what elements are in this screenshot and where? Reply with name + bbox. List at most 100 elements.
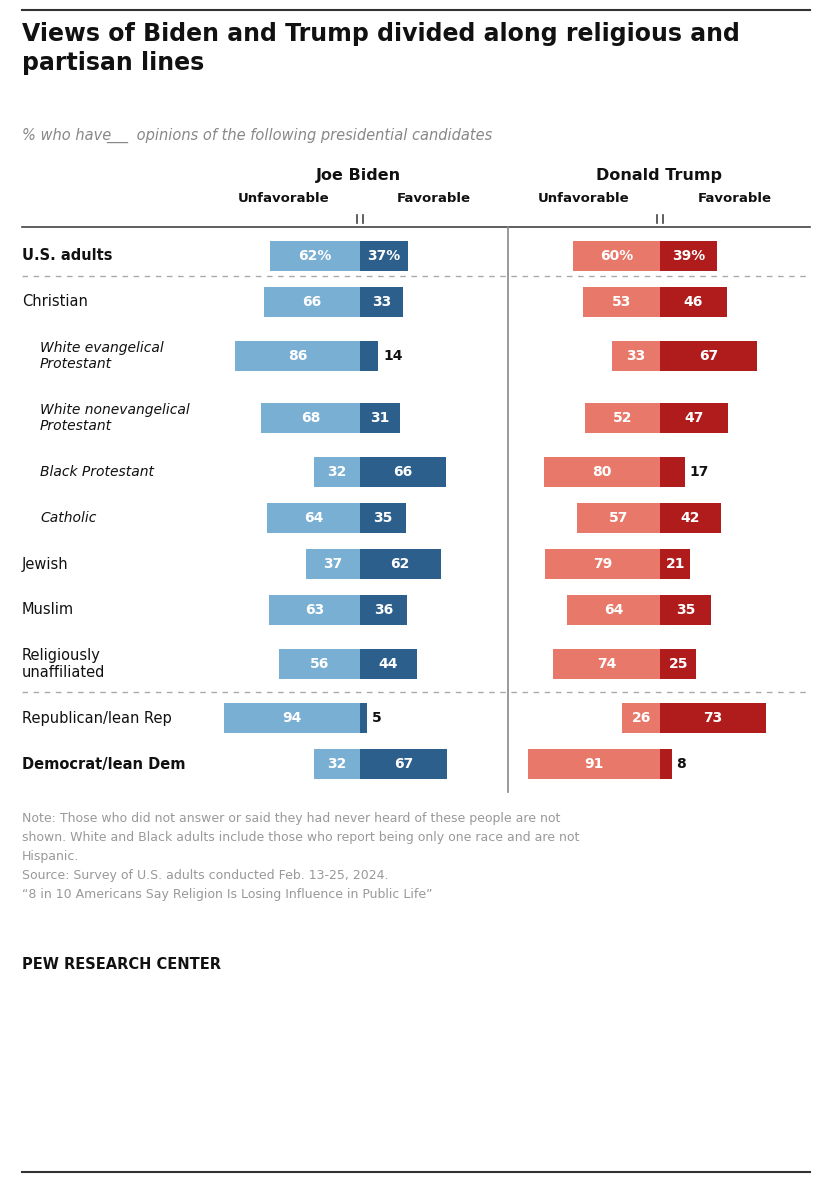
Text: 66: 66 xyxy=(393,465,412,479)
Text: opinions of the following presidential candidates: opinions of the following presidential c… xyxy=(132,128,492,143)
Bar xyxy=(307,548,360,579)
Text: 79: 79 xyxy=(593,557,612,571)
Text: 17: 17 xyxy=(690,465,709,479)
Text: 35: 35 xyxy=(675,603,695,617)
Text: 63: 63 xyxy=(305,603,324,617)
Bar xyxy=(585,403,660,433)
Bar xyxy=(660,504,721,533)
Text: Unfavorable: Unfavorable xyxy=(239,191,330,204)
Text: Republican/lean Rep: Republican/lean Rep xyxy=(22,710,171,726)
Bar xyxy=(360,340,378,371)
Text: Favorable: Favorable xyxy=(698,191,772,204)
Text: 53: 53 xyxy=(612,296,632,309)
Text: 44: 44 xyxy=(379,657,398,671)
Text: ___: ___ xyxy=(106,128,129,143)
Bar xyxy=(269,595,360,625)
Text: Jewish: Jewish xyxy=(22,557,69,572)
Text: U.S. adults: U.S. adults xyxy=(22,248,113,264)
Bar xyxy=(612,340,660,371)
Bar xyxy=(360,287,403,317)
Text: 64: 64 xyxy=(604,603,623,617)
Bar xyxy=(270,241,360,271)
Text: 62%: 62% xyxy=(298,249,332,264)
Bar xyxy=(553,649,660,678)
Bar xyxy=(360,595,407,625)
Bar xyxy=(660,749,672,779)
Text: Black Protestant: Black Protestant xyxy=(40,465,154,479)
Text: 35: 35 xyxy=(373,511,392,525)
Bar xyxy=(567,595,660,625)
Text: 32: 32 xyxy=(327,465,346,479)
Bar xyxy=(660,548,690,579)
Bar xyxy=(267,504,360,533)
Bar xyxy=(360,504,406,533)
Text: 52: 52 xyxy=(612,411,632,426)
Text: Note: Those who did not answer or said they had never heard of these people are : Note: Those who did not answer or said t… xyxy=(22,812,580,901)
Text: Unfavorable: Unfavorable xyxy=(538,191,630,204)
Text: 62: 62 xyxy=(391,557,410,571)
Text: 14: 14 xyxy=(383,349,402,363)
Text: 21: 21 xyxy=(665,557,685,571)
Bar xyxy=(583,287,660,317)
Text: White evangelical
Protestant: White evangelical Protestant xyxy=(40,340,164,371)
Text: White nonevangelical
Protestant: White nonevangelical Protestant xyxy=(40,403,190,433)
Text: 5: 5 xyxy=(371,712,381,725)
Text: Joe Biden: Joe Biden xyxy=(316,168,401,183)
Text: % who have: % who have xyxy=(22,128,116,143)
Text: 36: 36 xyxy=(374,603,393,617)
Text: 91: 91 xyxy=(585,756,604,771)
Bar xyxy=(313,749,360,779)
Text: 39%: 39% xyxy=(672,249,705,264)
Bar xyxy=(573,241,660,271)
Bar xyxy=(360,548,441,579)
Text: 66: 66 xyxy=(302,296,322,309)
Text: 37%: 37% xyxy=(367,249,401,264)
Bar xyxy=(279,649,360,678)
Bar xyxy=(360,749,447,779)
Bar xyxy=(360,403,401,433)
Bar xyxy=(660,403,728,433)
Text: 67: 67 xyxy=(699,349,718,363)
Text: 68: 68 xyxy=(301,411,320,426)
Bar xyxy=(545,548,660,579)
Text: 33: 33 xyxy=(627,349,646,363)
Bar xyxy=(660,703,766,733)
Text: 47: 47 xyxy=(685,411,704,426)
Bar xyxy=(660,595,711,625)
Bar xyxy=(360,703,366,733)
Bar xyxy=(577,504,660,533)
Bar xyxy=(360,649,417,678)
Bar xyxy=(223,703,360,733)
Text: 64: 64 xyxy=(304,511,323,525)
Bar xyxy=(660,649,696,678)
Bar xyxy=(528,749,660,779)
Bar xyxy=(360,241,408,271)
Text: 32: 32 xyxy=(327,756,346,771)
Text: 31: 31 xyxy=(370,411,390,426)
Text: 86: 86 xyxy=(288,349,307,363)
Text: 46: 46 xyxy=(684,296,703,309)
Text: 57: 57 xyxy=(609,511,628,525)
Text: 37: 37 xyxy=(323,557,343,571)
Text: Views of Biden and Trump divided along religious and
partisan lines: Views of Biden and Trump divided along r… xyxy=(22,22,740,74)
Text: 33: 33 xyxy=(372,296,391,309)
Text: 42: 42 xyxy=(680,511,701,525)
Bar xyxy=(660,457,685,487)
Text: Democrat/lean Dem: Democrat/lean Dem xyxy=(22,756,186,772)
Bar xyxy=(622,703,660,733)
Bar xyxy=(660,340,757,371)
Bar xyxy=(660,287,727,317)
Text: 67: 67 xyxy=(394,756,413,771)
Bar xyxy=(660,241,717,271)
Text: 26: 26 xyxy=(632,712,651,725)
Text: Christian: Christian xyxy=(22,294,88,310)
Bar xyxy=(313,457,360,487)
Text: 80: 80 xyxy=(592,465,612,479)
Text: Catholic: Catholic xyxy=(40,511,97,525)
Bar xyxy=(360,457,446,487)
Text: 73: 73 xyxy=(703,712,722,725)
Text: 25: 25 xyxy=(669,657,688,671)
Bar xyxy=(235,340,360,371)
Text: Muslim: Muslim xyxy=(22,603,74,617)
Text: 8: 8 xyxy=(676,756,686,771)
